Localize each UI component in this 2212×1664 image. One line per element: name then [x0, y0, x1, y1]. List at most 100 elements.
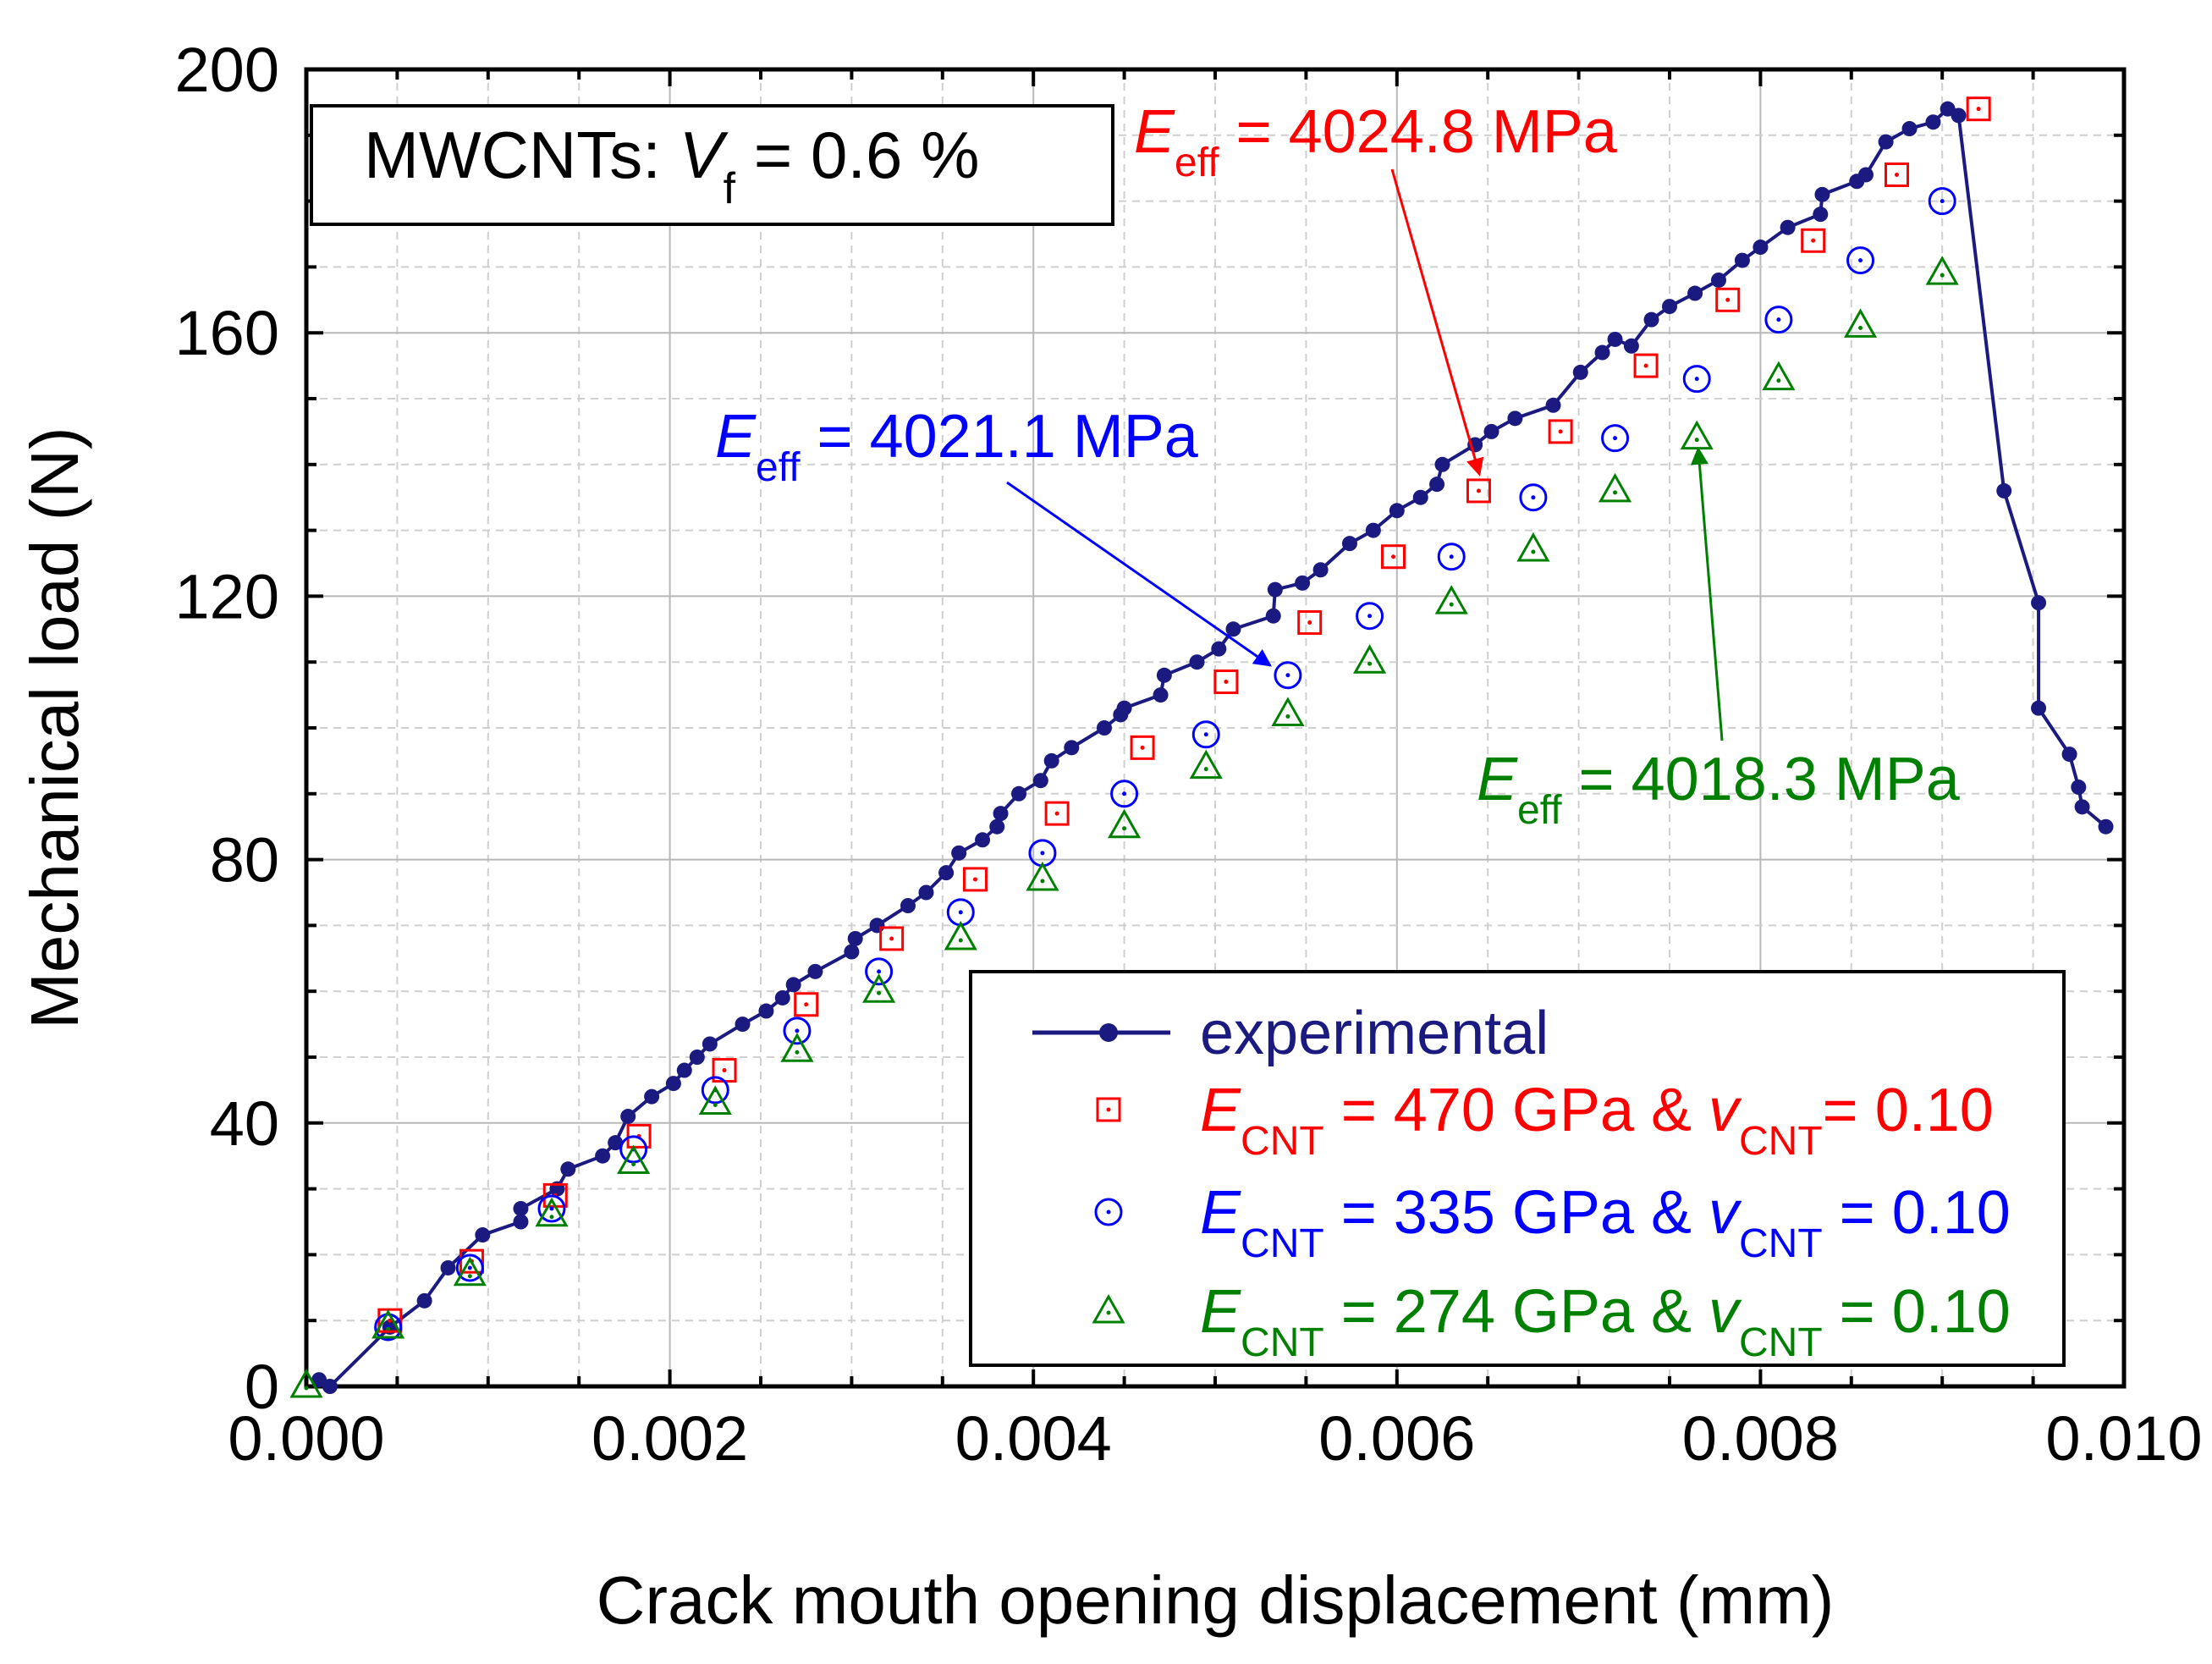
triangle-point — [780, 1033, 814, 1062]
point-center-dot — [304, 1386, 309, 1391]
triangle-point — [1271, 697, 1305, 726]
experimental-point — [1189, 654, 1205, 670]
y-tick-label: 160 — [175, 298, 279, 368]
experimental-point — [918, 884, 934, 901]
info-box-frame — [310, 104, 1114, 226]
experimental-point — [608, 1135, 624, 1151]
experimental-point — [785, 977, 801, 993]
experimental-point — [1940, 101, 1956, 117]
point-center-dot — [1449, 602, 1454, 607]
y-tick-label: 80 — [210, 825, 279, 895]
experimental-point — [2074, 799, 2090, 815]
series-3 — [289, 256, 1959, 1398]
point-center-dot — [1054, 811, 1059, 816]
legend-274-mid: = 274 GPa & — [1324, 1278, 1709, 1346]
legend-label-470: ECNT = 470 GPa & vCNT= 0.10 — [1200, 1077, 1994, 1164]
info-subscript: f — [724, 164, 736, 213]
experimental-point — [595, 1148, 611, 1164]
annotation-red-value: = 4024.8 MPa — [1219, 98, 1618, 166]
experimental-point — [1813, 207, 1829, 223]
point-center-dot — [795, 1028, 800, 1033]
experimental-point — [1389, 503, 1405, 519]
experimental-point — [844, 944, 860, 960]
experimental-point — [1265, 608, 1281, 624]
point-center-dot — [1940, 273, 1945, 278]
annotation-blue: Eeff = 4021.1 MPa — [715, 403, 1199, 490]
legend-marker-experimental — [1099, 1023, 1118, 1042]
point-center-dot — [549, 1215, 554, 1220]
experimental-point — [1507, 410, 1523, 427]
y-tick-label: 200 — [175, 35, 279, 105]
experimental-point — [702, 1036, 718, 1052]
triangle-point — [1189, 749, 1223, 780]
circle-point — [1437, 543, 1466, 571]
legend-274-sub2: CNT — [1739, 1320, 1823, 1365]
legend-marker-470-dot — [1106, 1107, 1111, 1112]
legend-335-end: = 0.10 — [1823, 1179, 2011, 1247]
point-center-dot — [1140, 745, 1145, 750]
legend-335-sub1: CNT — [1241, 1221, 1324, 1266]
circle-point — [1682, 365, 1711, 394]
legend-274-e: E — [1200, 1278, 1241, 1346]
x-axis-title: Crack mouth opening displacement (mm) — [597, 1562, 1835, 1638]
point-center-dot — [1558, 429, 1563, 434]
experimental-point — [560, 1161, 576, 1177]
experimental-point — [440, 1259, 456, 1276]
experimental-point — [1780, 219, 1796, 235]
point-center-dot — [1285, 673, 1290, 678]
triangle-point — [1762, 361, 1796, 391]
circle-point — [1274, 661, 1302, 690]
experimental-point — [1594, 344, 1610, 361]
experimental-point — [1295, 575, 1311, 591]
point-center-dot — [1391, 554, 1396, 559]
circle-point — [619, 1135, 648, 1164]
experimental-point — [620, 1109, 636, 1125]
annotation-green-sub: eff — [1517, 788, 1562, 833]
triangle-point — [1843, 308, 1878, 338]
experimental-point — [1429, 477, 1445, 493]
point-center-dot — [1367, 614, 1373, 619]
info-suffix: = 0.6 % — [735, 118, 979, 192]
legend-470-sub1: CNT — [1241, 1119, 1324, 1164]
circle-point — [1110, 780, 1139, 808]
experimental-point — [774, 989, 790, 1006]
info-prefix: MWCNTs: — [364, 118, 680, 192]
legend-marker-335-dot — [1106, 1209, 1111, 1215]
legend-label-274: ECNT = 274 GPa & vCNT = 0.10 — [1200, 1278, 2011, 1365]
triangle-point — [862, 973, 896, 1003]
annotation-blue-symbol: E — [715, 403, 757, 471]
point-center-dot — [1285, 714, 1290, 719]
annotation-red: Eeff = 4024.8 MPa — [1134, 98, 1618, 185]
triangle-point — [1516, 532, 1550, 562]
point-center-dot — [795, 1050, 800, 1055]
point-center-dot — [1476, 488, 1481, 493]
experimental-point — [993, 806, 1009, 822]
legend-marker-274 — [1092, 1293, 1125, 1324]
experimental-point — [1996, 482, 2012, 499]
point-center-dot — [1613, 436, 1618, 441]
triangle-point — [1026, 861, 1059, 891]
experimental-point — [513, 1200, 529, 1216]
experimental-point — [1412, 489, 1428, 505]
square-point — [1130, 735, 1155, 760]
experimental-point — [1225, 621, 1241, 637]
point-center-dot — [1531, 495, 1536, 500]
circle-point — [1846, 246, 1875, 275]
triangle-point — [698, 1085, 732, 1115]
circle-point — [1764, 306, 1793, 334]
annotation-green: Eeff = 4018.3 MPa — [1477, 746, 1961, 833]
circle-point — [1601, 424, 1630, 453]
annotation-arrow-blue — [1006, 481, 1272, 667]
experimental-point — [1607, 331, 1623, 347]
triangle-point — [1598, 472, 1632, 503]
legend-item-experimental: experimental — [1032, 1000, 1549, 1067]
legend-marker-335 — [1094, 1198, 1123, 1226]
point-center-dot — [958, 910, 963, 915]
triangle-point — [944, 920, 977, 950]
point-center-dot — [467, 1274, 472, 1279]
experimental-point — [975, 832, 991, 848]
info-symbol: V — [680, 118, 729, 192]
legend-label-335: ECNT = 335 GPa & vCNT = 0.10 — [1200, 1179, 2011, 1266]
point-center-dot — [1858, 325, 1863, 330]
experimental-point — [1753, 240, 1769, 256]
